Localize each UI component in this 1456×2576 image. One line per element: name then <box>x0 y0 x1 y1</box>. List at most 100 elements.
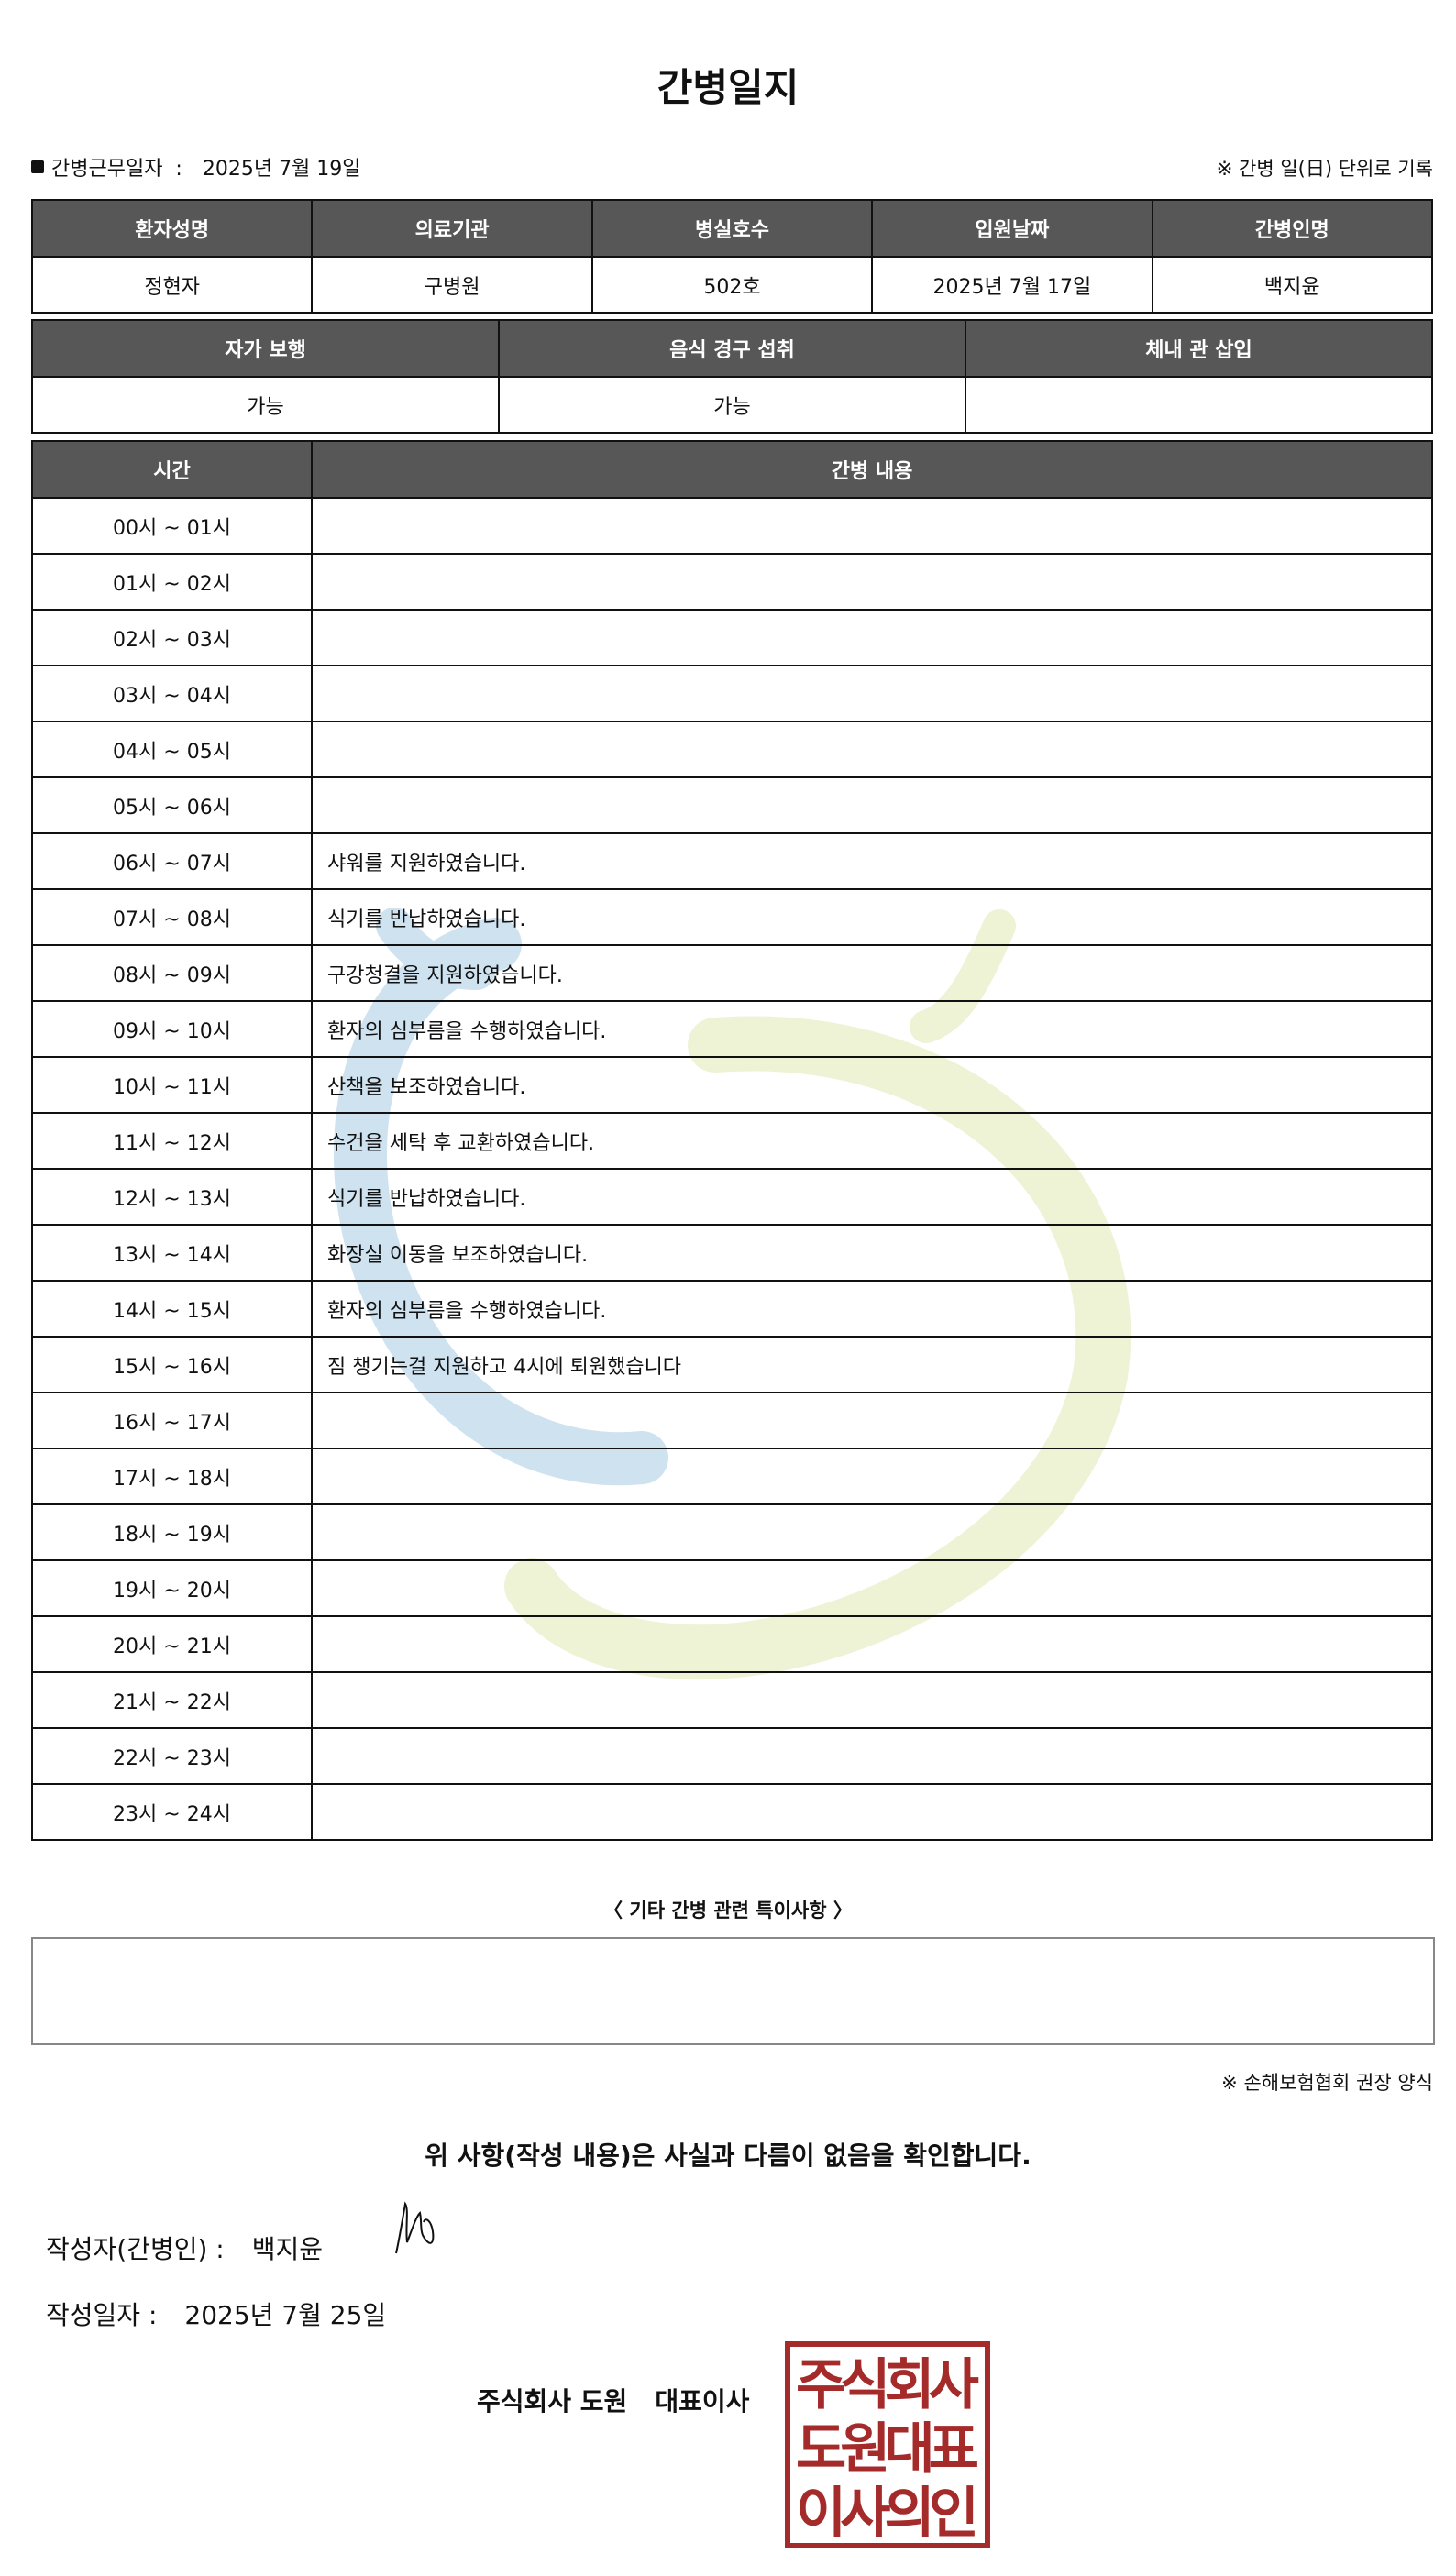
company-line: 주식회사 도원 대표이사 <box>477 2382 749 2418</box>
form-source-note: ※ 손해보험협회 권장 양식 <box>1221 2072 1433 2094</box>
page-title: 간병일지 <box>656 65 800 110</box>
written-date-line: 작성일자 : 2025년 7월 25일 <box>46 2295 386 2332</box>
patient-info-table: 환자성명 의료기관 병실호수 입원날짜 간병인명 정현자 구병원 502호 20… <box>30 199 1434 314</box>
patient-status-table: 자가 보행 음식 경구 섭취 체내 관 삽입 가능 가능 <box>31 319 1433 434</box>
oral-intake: 가능 <box>498 376 966 434</box>
log-content <box>311 721 1433 778</box>
header-tube-insertion: 체내 관 삽입 <box>965 319 1433 378</box>
log-row: 01시 ~ 02시 <box>31 553 1433 611</box>
log-row: 20시 ~ 21시 <box>31 1615 1433 1673</box>
log-time: 17시 ~ 18시 <box>31 1448 313 1505</box>
header-oral-intake: 음식 경구 섭취 <box>498 319 966 378</box>
log-row: 00시 ~ 01시 <box>31 497 1433 555</box>
work-date-label: 간병근무일자 : <box>51 158 182 181</box>
bullet-square-icon <box>31 160 44 173</box>
log-row: 23시 ~ 24시 <box>31 1783 1433 1841</box>
log-row: 06시 ~ 07시 샤워를 지원하였습니다. <box>31 832 1433 890</box>
patient-name: 정현자 <box>30 256 314 314</box>
author-name: 백지윤 <box>251 2234 324 2264</box>
log-row: 02시 ~ 03시 <box>31 609 1433 666</box>
log-time: 20시 ~ 21시 <box>31 1615 313 1673</box>
log-row: 22시 ~ 23시 <box>31 1727 1433 1785</box>
log-row: 16시 ~ 17시 <box>31 1392 1433 1449</box>
company-name: 주식회사 도원 <box>477 2386 628 2416</box>
company-seal-stamp: 주식회사 도원대표 이사의인 <box>785 2341 990 2548</box>
log-time: 06시 ~ 07시 <box>31 832 313 890</box>
log-row: 11시 ~ 12시 수건을 세탁 후 교환하였습니다. <box>31 1112 1433 1170</box>
written-date-value: 2025년 7월 25일 <box>184 2300 387 2330</box>
care-log-table: 시간 간병 내용 00시 ~ 01시 01시 ~ 02시 02시 ~ 03시 03시 … <box>31 440 1433 1841</box>
log-content: 환자의 심부름을 수행하였습니다. <box>311 1000 1433 1058</box>
log-content: 산책을 보조하였습니다. <box>311 1056 1433 1114</box>
log-time: 15시 ~ 16시 <box>31 1336 313 1393</box>
work-date-value: 2025년 7월 19일 <box>202 158 361 181</box>
log-row: 09시 ~ 10시 환자의 심부름을 수행하였습니다. <box>31 1000 1433 1058</box>
log-content <box>311 553 1433 611</box>
log-content <box>311 776 1433 834</box>
log-time: 09시 ~ 10시 <box>31 1000 313 1058</box>
log-content <box>311 1448 1433 1505</box>
log-content: 화장실 이동을 보조하였습니다. <box>311 1224 1433 1282</box>
log-time: 12시 ~ 13시 <box>31 1168 313 1226</box>
log-content: 짐 챙기는걸 지원하고 4시에 퇴원했습니다 <box>311 1336 1433 1393</box>
log-row: 14시 ~ 15시 환자의 심부름을 수행하였습니다. <box>31 1280 1433 1338</box>
log-content <box>311 665 1433 722</box>
header-caregiver-name: 간병인명 <box>1151 199 1434 258</box>
log-content <box>311 1392 1433 1449</box>
log-row: 07시 ~ 08시 식기를 반납하였습니다. <box>31 888 1433 946</box>
author-line: 작성자(간병인) : 백지윤 <box>46 2229 323 2266</box>
log-content: 환자의 심부름을 수행하였습니다. <box>311 1280 1433 1338</box>
log-row: 12시 ~ 13시 식기를 반납하였습니다. <box>31 1168 1433 1226</box>
log-row: 04시 ~ 05시 <box>31 721 1433 778</box>
confirmation-statement: 위 사항(작성 내용)은 사실과 다름이 없음을 확인합니다. <box>425 2141 1031 2171</box>
log-time: 00시 ~ 01시 <box>31 497 313 555</box>
log-content: 식기를 반납하였습니다. <box>311 888 1433 946</box>
log-content: 구강청결을 지원하였습니다. <box>311 944 1433 1002</box>
log-time: 07시 ~ 08시 <box>31 888 313 946</box>
log-content: 샤워를 지원하였습니다. <box>311 832 1433 890</box>
log-content <box>311 1783 1433 1841</box>
log-row: 05시 ~ 06시 <box>31 776 1433 834</box>
log-time: 16시 ~ 17시 <box>31 1392 313 1449</box>
log-row: 17시 ~ 18시 <box>31 1448 1433 1505</box>
author-label: 작성자(간병인) : <box>46 2234 225 2264</box>
log-time: 05시 ~ 06시 <box>31 776 313 834</box>
header-patient-name: 환자성명 <box>30 199 314 258</box>
log-time: 04시 ~ 05시 <box>31 721 313 778</box>
log-row: 19시 ~ 20시 <box>31 1559 1433 1617</box>
header-hospital: 의료기관 <box>311 199 593 258</box>
log-time: 23시 ~ 24시 <box>31 1783 313 1841</box>
log-time: 18시 ~ 19시 <box>31 1503 313 1561</box>
written-date-label: 작성일자 : <box>46 2300 158 2330</box>
log-time: 02시 ~ 03시 <box>31 609 313 666</box>
log-row: 08시 ~ 09시 구강청결을 지원하였습니다. <box>31 944 1433 1002</box>
caregiver-name: 백지윤 <box>1151 256 1434 314</box>
special-notes-box <box>31 1937 1435 2045</box>
header-admission-date: 입원날짜 <box>871 199 1153 258</box>
log-time: 03시 ~ 04시 <box>31 665 313 722</box>
header-care-content: 간병 내용 <box>311 440 1433 499</box>
special-notes-title: 〈 기타 간병 관련 특이사항 〉 <box>603 1899 853 1921</box>
work-date-line: 간병근무일자 : 2025년 7월 19일 <box>31 152 361 182</box>
log-content: 수건을 세탁 후 교환하였습니다. <box>311 1112 1433 1170</box>
log-content <box>311 1671 1433 1729</box>
log-row: 18시 ~ 19시 <box>31 1503 1433 1561</box>
log-time: 08시 ~ 09시 <box>31 944 313 1002</box>
stamp-line-3: 이사의인 <box>796 2482 979 2546</box>
log-time: 01시 ~ 02시 <box>31 553 313 611</box>
log-time: 22시 ~ 23시 <box>31 1727 313 1785</box>
log-time: 13시 ~ 14시 <box>31 1224 313 1282</box>
stamp-line-2: 도원대표 <box>796 2417 979 2482</box>
log-time: 11시 ~ 12시 <box>31 1112 313 1170</box>
log-content <box>311 1503 1433 1561</box>
log-row: 13시 ~ 14시 화장실 이동을 보조하였습니다. <box>31 1224 1433 1282</box>
header-time: 시간 <box>31 440 313 499</box>
log-row: 21시 ~ 22시 <box>31 1671 1433 1729</box>
log-time: 21시 ~ 22시 <box>31 1671 313 1729</box>
log-content: 식기를 반납하였습니다. <box>311 1168 1433 1226</box>
header-self-walking: 자가 보행 <box>31 319 500 378</box>
log-row: 10시 ~ 11시 산책을 보조하였습니다. <box>31 1056 1433 1114</box>
log-time: 10시 ~ 11시 <box>31 1056 313 1114</box>
tube-insertion <box>965 376 1433 434</box>
self-walking: 가능 <box>31 376 500 434</box>
